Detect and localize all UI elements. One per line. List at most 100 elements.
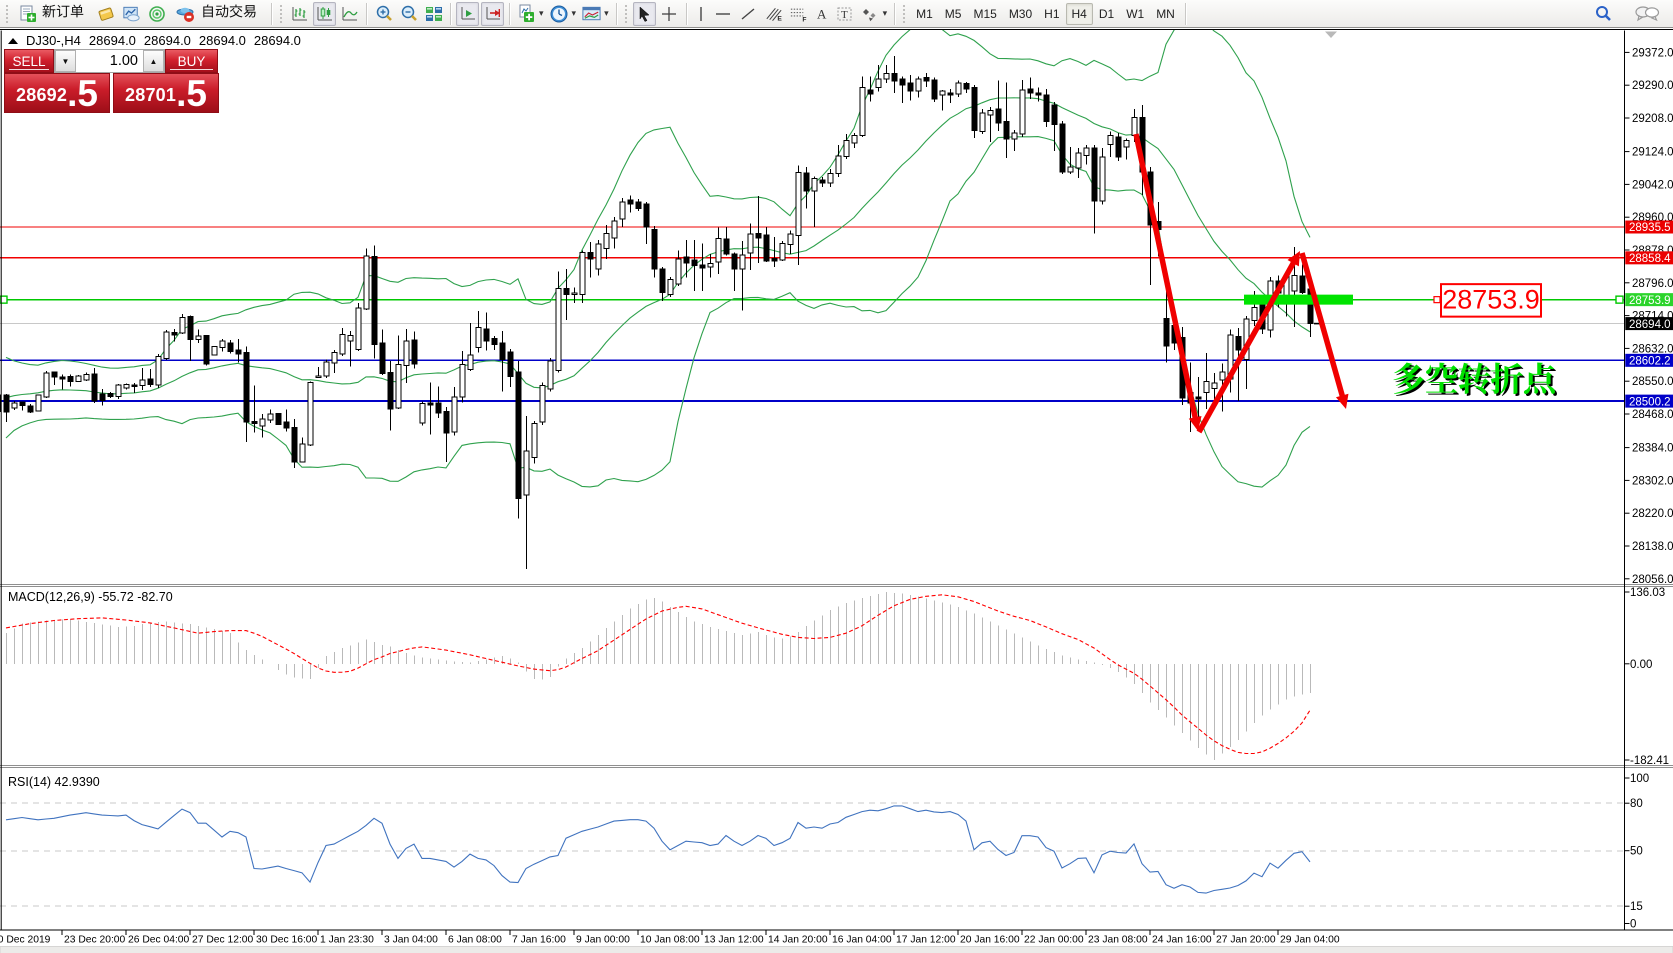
candle-body — [92, 374, 97, 401]
cursor-icon[interactable] — [633, 2, 656, 26]
text-label-icon[interactable]: T — [834, 2, 857, 26]
line-handle-right[interactable] — [1616, 296, 1623, 303]
candle-body — [252, 422, 257, 424]
time-tick-label: 7 Jan 16:00 — [512, 935, 566, 946]
toolbar-separator — [509, 3, 510, 25]
dropdown-caret-icon[interactable]: ▾ — [539, 8, 544, 19]
scroll-marker-icon[interactable] — [1325, 32, 1337, 39]
crosshair-icon[interactable] — [658, 2, 681, 26]
candle-body — [444, 412, 449, 434]
candle-body — [1108, 136, 1113, 145]
trendline-icon[interactable] — [737, 2, 760, 26]
candle-body — [52, 372, 57, 377]
candle-body — [364, 256, 369, 309]
line-chart-icon[interactable] — [338, 2, 361, 26]
toolbar-grip — [279, 4, 284, 24]
candle-body — [628, 200, 633, 204]
auto-scroll-icon[interactable] — [456, 2, 479, 26]
periods-icon[interactable] — [548, 2, 571, 26]
zoom-in-icon[interactable] — [372, 2, 395, 26]
equidistant-channel-icon[interactable]: E — [762, 2, 785, 26]
tile-windows-icon[interactable] — [422, 2, 445, 26]
trend-arrow-line[interactable] — [1302, 253, 1343, 399]
callout-anchor[interactable] — [1434, 297, 1440, 303]
candle-body — [324, 362, 329, 376]
new-order-button[interactable] — [14, 2, 93, 26]
candle-body — [980, 113, 985, 132]
svg-text:F: F — [802, 16, 806, 22]
candle-body — [1220, 372, 1225, 380]
macd-signal-line — [6, 595, 1310, 754]
note-text — [1393, 362, 1424, 393]
volume-decrease-button[interactable]: ▼ — [55, 50, 76, 72]
candle-body — [284, 422, 289, 428]
new-chart-icon[interactable] — [120, 2, 143, 26]
templates-icon[interactable] — [580, 2, 603, 26]
toolbar-grip — [902, 4, 907, 24]
time-tick-label: 22 Jan 00:00 — [1024, 935, 1084, 946]
chart-shift-icon[interactable] — [481, 2, 504, 26]
candle-body — [1124, 140, 1129, 146]
timeframe-d1-button[interactable]: D1 — [1093, 3, 1120, 25]
autotrading-button[interactable] — [170, 2, 266, 26]
timeframe-m1-button[interactable]: M1 — [910, 3, 939, 25]
candle-body — [404, 341, 409, 365]
rsi-axis-label: 50 — [1630, 846, 1643, 858]
candle-body — [28, 406, 33, 412]
time-tick-label: 10 Jan 08:00 — [640, 935, 700, 946]
candle-body — [1012, 133, 1017, 139]
sell-price-panel[interactable]: 28692.5 — [4, 73, 110, 113]
sell-button[interactable]: SELL — [4, 49, 54, 73]
buy-button[interactable]: BUY — [165, 49, 218, 73]
candlestick-chart-icon[interactable] — [313, 2, 336, 26]
candle-body — [1116, 137, 1121, 157]
market-watch-icon[interactable] — [95, 2, 118, 26]
text-icon[interactable]: A — [812, 2, 832, 26]
candle-body — [188, 316, 193, 339]
dropdown-caret-icon[interactable]: ▾ — [572, 8, 577, 19]
buy-price-panel[interactable]: 28701.5 — [113, 73, 219, 113]
arrows-icon[interactable] — [859, 2, 882, 26]
candle-body — [236, 350, 241, 354]
axis-label-28858.4: 28858.4 — [1629, 253, 1671, 265]
bar-chart-icon[interactable] — [288, 2, 311, 26]
vertical-line-icon[interactable] — [692, 2, 710, 26]
candle-body — [196, 336, 201, 340]
search-icon[interactable] — [1590, 2, 1616, 26]
volume-increase-button[interactable]: ▲ — [143, 50, 164, 72]
symbol-collapse-icon[interactable] — [8, 38, 18, 44]
chat-icon[interactable] — [1632, 2, 1662, 26]
timeframe-m5-button[interactable]: M5 — [939, 3, 968, 25]
trend-arrow-line[interactable] — [1136, 134, 1196, 421]
dropdown-caret-icon[interactable]: ▾ — [883, 8, 888, 19]
candle-body — [964, 84, 969, 89]
fibonacci-icon[interactable]: F — [787, 2, 810, 26]
candle-body — [972, 88, 977, 131]
new-order-label — [42, 4, 88, 24]
zoom-out-icon[interactable] — [397, 2, 420, 26]
timeframe-m15-button[interactable]: M15 — [967, 3, 1002, 25]
toolbar-separator — [366, 3, 367, 25]
timeframe-m30-button[interactable]: M30 — [1003, 3, 1038, 25]
time-tick-label: 23 Jan 08:00 — [1088, 935, 1148, 946]
indicators-icon[interactable] — [515, 2, 538, 26]
timeframe-mn-button[interactable]: MN — [1150, 3, 1181, 25]
timeframe-w1-button[interactable]: W1 — [1120, 3, 1150, 25]
candle-body — [1060, 124, 1065, 172]
candle-body — [204, 336, 209, 364]
timeframe-h4-button[interactable]: H4 — [1066, 3, 1093, 25]
candle-body — [228, 343, 233, 351]
candle-body — [460, 364, 465, 397]
candle-body — [484, 329, 489, 341]
volume-input[interactable]: 1.00 — [76, 50, 143, 72]
dropdown-caret-icon[interactable]: ▾ — [604, 8, 609, 19]
trend-arrow-line[interactable] — [1199, 260, 1295, 432]
highlight-bar[interactable] — [1244, 295, 1353, 305]
navigator-icon[interactable] — [145, 2, 168, 26]
bollinger-lower-band — [6, 137, 1310, 487]
timeframe-h1-button[interactable]: H1 — [1038, 3, 1065, 25]
candle-body — [268, 414, 273, 420]
toolbar-separator — [1185, 3, 1186, 25]
horizontal-line-icon[interactable] — [712, 2, 735, 26]
